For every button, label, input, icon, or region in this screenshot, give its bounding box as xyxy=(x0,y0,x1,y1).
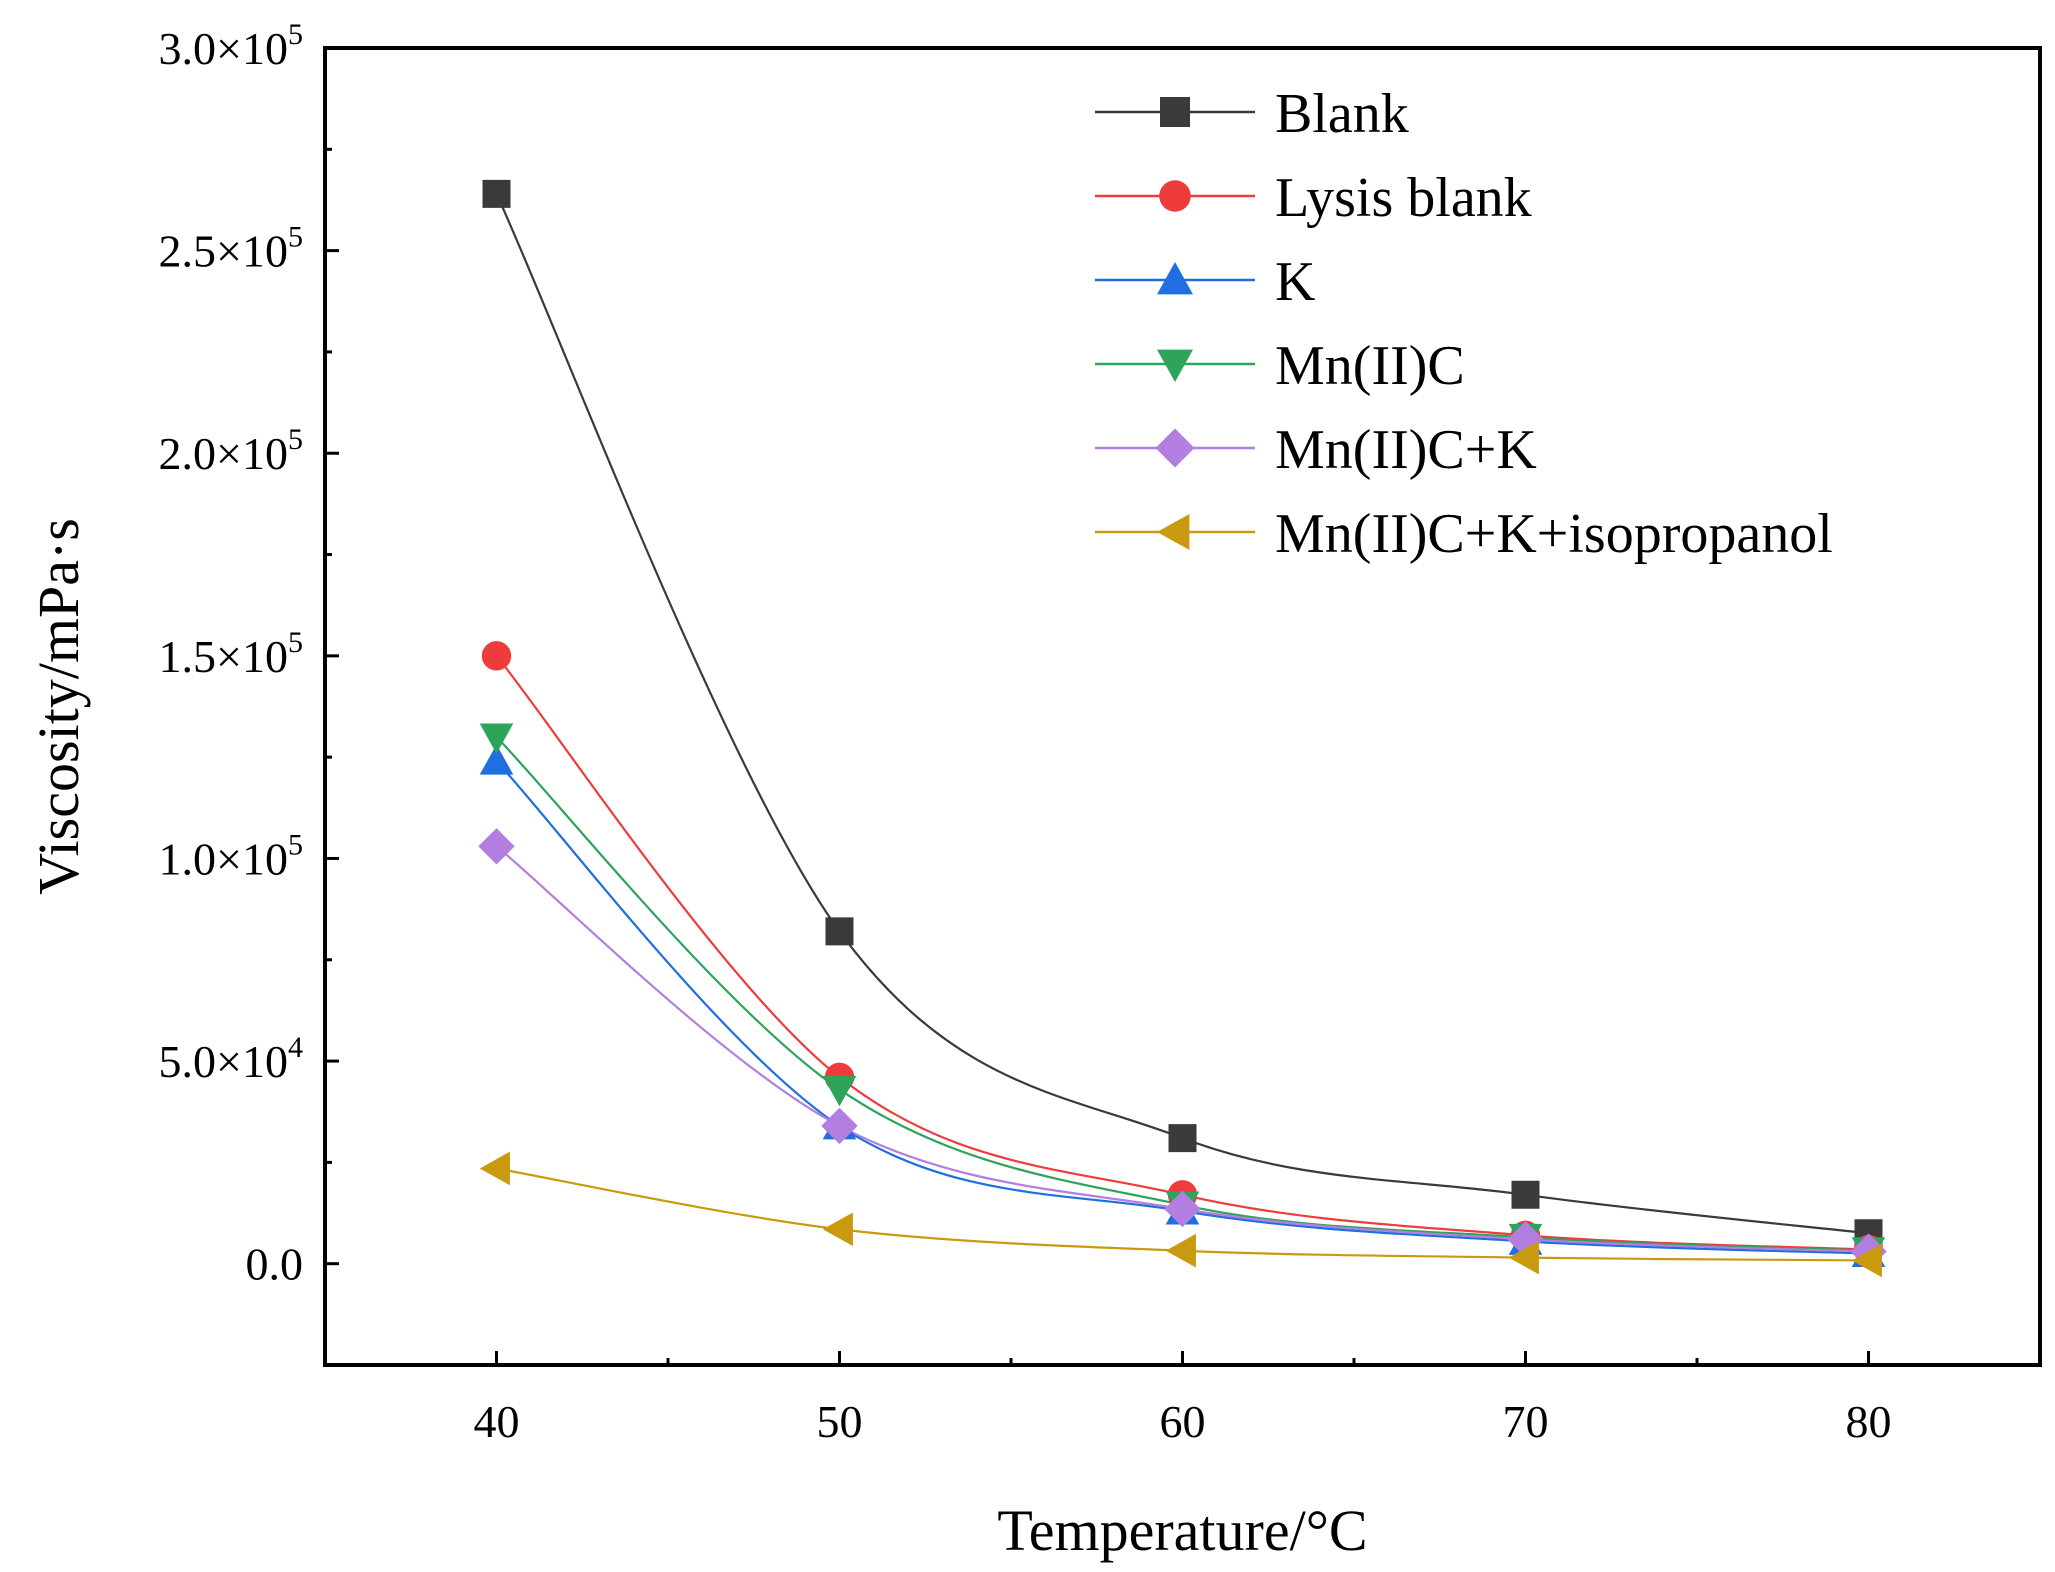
data-point xyxy=(481,641,512,671)
legend-item: Mn(II)C xyxy=(1095,335,1465,397)
legend-marker xyxy=(1157,349,1193,382)
legend-label: Mn(II)C+K xyxy=(1275,419,1537,481)
y-tick-label: 3.0×105 xyxy=(159,18,303,74)
legend: Blank Lysis blank K Mn(II)C Mn(II)C+K Mn(II)C… xyxy=(1095,83,1833,565)
data-point xyxy=(479,723,514,754)
series-markers xyxy=(478,179,1887,1278)
plot-frame xyxy=(323,46,2042,1367)
legend-label: Lysis blank xyxy=(1275,167,1532,229)
tick-marks xyxy=(325,46,1870,1365)
series-line xyxy=(495,655,1869,1251)
x-tick-label: 80 xyxy=(1846,1396,1892,1447)
legend-marker xyxy=(1159,180,1191,212)
legend-marker xyxy=(1155,428,1195,468)
x-tick-label: 70 xyxy=(1503,1396,1549,1447)
y-tick-label: 2.0×105 xyxy=(159,423,303,479)
data-point xyxy=(822,1212,853,1247)
y-tick-label: 5.0×104 xyxy=(159,1031,303,1087)
data-point xyxy=(479,1151,510,1186)
data-point xyxy=(1168,1124,1197,1153)
legend-item: Lysis blank xyxy=(1095,167,1532,229)
data-point xyxy=(479,744,514,775)
y-tick-label: 1.5×105 xyxy=(159,626,303,682)
data-point xyxy=(1511,1180,1540,1209)
data-point xyxy=(825,917,854,946)
y-tick-label: 0.0 xyxy=(246,1239,304,1290)
x-tick-label: 40 xyxy=(474,1396,520,1447)
x-tick-label: 50 xyxy=(817,1396,863,1447)
legend-marker xyxy=(1157,514,1190,550)
data-point xyxy=(482,179,511,208)
data-point xyxy=(1507,1221,1544,1258)
data-point xyxy=(1851,1243,1882,1278)
y-axis-title: Viscosity/mPa·s xyxy=(26,518,91,895)
legend-label: Mn(II)C xyxy=(1275,335,1465,397)
x-axis-title: Temperature/°C xyxy=(997,1498,1367,1563)
data-point xyxy=(1508,1240,1539,1275)
legend-label: K xyxy=(1275,251,1315,313)
data-point xyxy=(478,828,515,865)
legend-item: K xyxy=(1095,251,1315,313)
data-point xyxy=(1165,1233,1196,1268)
legend-item: Mn(II)C+K+isopropanol xyxy=(1095,503,1833,565)
y-tick-label: 1.0×105 xyxy=(159,828,303,884)
series-line xyxy=(495,736,1869,1252)
x-tick-labels: 40 50 60 70 80 xyxy=(474,1396,1892,1447)
legend-item: Mn(II)C+K xyxy=(1095,419,1537,481)
series-line xyxy=(495,193,1869,1235)
y-tick-labels: 0.0 5.0×104 1.0×105 1.5×105 2.0×105 2.5×105 3.… xyxy=(159,18,303,1290)
y-tick-label: 2.5×105 xyxy=(159,221,303,277)
legend-item: Blank xyxy=(1095,83,1409,145)
legend-label: Blank xyxy=(1275,83,1409,145)
x-tick-label: 60 xyxy=(1160,1396,1206,1447)
data-point xyxy=(821,1107,858,1145)
legend-marker xyxy=(1160,97,1190,127)
legend-marker xyxy=(1157,262,1193,295)
data-point xyxy=(1164,1190,1201,1228)
data-point xyxy=(822,1076,857,1107)
legend-label: Mn(II)C+K+isopropanol xyxy=(1275,503,1833,565)
series-line xyxy=(495,760,1869,1255)
